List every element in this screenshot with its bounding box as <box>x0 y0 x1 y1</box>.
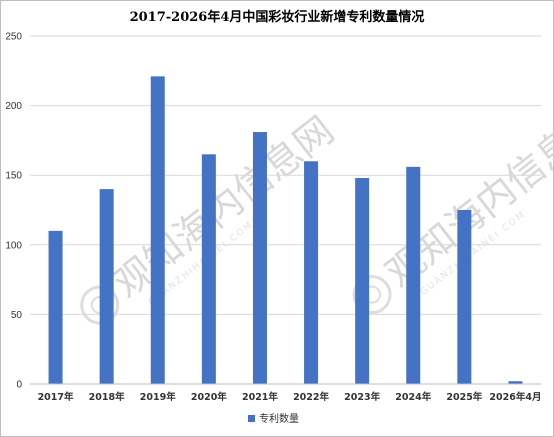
x-tick-label: 2025年 <box>446 391 482 403</box>
x-tick-label: 2023年 <box>344 391 380 403</box>
legend-label: 专利数量 <box>259 412 299 425</box>
y-tick-label: 100 <box>5 240 22 251</box>
legend-swatch <box>248 415 255 422</box>
bars <box>48 76 523 385</box>
bar <box>406 166 421 384</box>
x-tick-label: 2018年 <box>89 391 125 403</box>
bar <box>201 154 216 384</box>
y-tick-label: 200 <box>5 101 22 112</box>
bar <box>508 381 523 384</box>
y-tick-label: 0 <box>16 380 22 391</box>
chart-title: 2017-2026年4月中国彩妆行业新增专利数量情况 <box>129 10 425 25</box>
x-tick-label: 2020年 <box>191 391 227 403</box>
x-tick-label: 2017年 <box>38 391 74 403</box>
bar <box>304 161 319 384</box>
x-axis-ticks: 2017年 2018年 2019年 2020年 2021年 2022年 2023年 2024年… <box>38 391 542 403</box>
bar <box>99 189 114 384</box>
bar <box>252 132 267 384</box>
x-tick-label: 2026年4月 <box>489 391 541 403</box>
bar <box>48 230 63 384</box>
x-tick-label: 2019年 <box>140 391 176 403</box>
y-tick-label: 250 <box>5 32 22 43</box>
bar <box>457 210 472 384</box>
y-tick-label: 50 <box>11 310 23 321</box>
watermark-right: 观知海内信息网 GUANZHIHAINEI.COM <box>352 97 554 315</box>
gridlines <box>30 35 541 315</box>
bar <box>150 76 165 385</box>
x-tick-label: 2024年 <box>395 391 431 403</box>
x-tick-label: 2022年 <box>293 391 329 403</box>
y-axis-ticks: 0 50 100 150 200 250 <box>5 32 22 391</box>
x-tick-label: 2021年 <box>242 391 278 403</box>
bar <box>355 177 370 384</box>
y-tick-label: 150 <box>5 171 22 182</box>
legend: 专利数量 <box>248 412 299 425</box>
